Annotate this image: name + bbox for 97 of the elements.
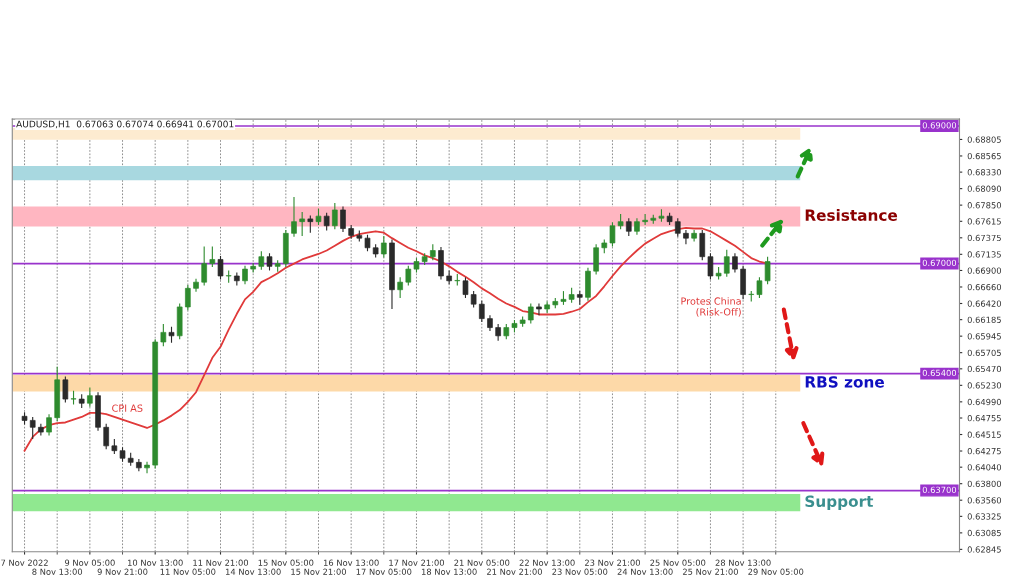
candlestick [405, 265, 412, 287]
candlestick [674, 217, 681, 238]
x-tick-label: 8 Nov 13:00 [32, 568, 83, 575]
y-tick-label: 0.67375 [967, 234, 1001, 242]
candlestick [332, 202, 338, 230]
candlestick [258, 250, 265, 271]
x-tick-label: 28 Nov 13:00 [715, 559, 771, 566]
x-tick-label: 23 Nov 05:00 [552, 568, 608, 575]
candlestick [536, 302, 542, 316]
x-tick-label: 14 Nov 13:00 [225, 568, 281, 575]
candlestick [479, 300, 485, 323]
candlestick [707, 252, 714, 280]
chart-title: AUDUSD,H1 0.67063 0.67074 0.66941 0.67001 [16, 120, 234, 129]
candlestick [528, 302, 534, 324]
candlestick [683, 229, 689, 245]
y-tick-label: 0.63800 [967, 480, 1002, 487]
ref-line-label: 0.65400 [922, 369, 957, 377]
candlestick [209, 245, 216, 268]
x-tick-label: 15 Nov 21:00 [291, 568, 347, 575]
y-tick-label: 0.63085 [967, 529, 1001, 537]
y-tick-label: 0.64275 [967, 448, 1001, 455]
candlestick [87, 386, 93, 408]
candlestick [699, 229, 706, 261]
x-tick-label: 21 Nov 21:00 [486, 568, 542, 575]
candlestick [201, 245, 207, 287]
candlestick [299, 211, 305, 237]
x-tick-label: 9 Nov 05:00 [64, 559, 115, 566]
candlestick [242, 265, 248, 285]
y-tick-label: 0.65230 [967, 382, 1002, 389]
y-tick-label: 0.65705 [967, 349, 1001, 356]
candlestick [29, 416, 36, 440]
candlestick [185, 284, 191, 311]
candlestick [723, 249, 730, 278]
candlestick [291, 196, 297, 238]
x-tick-label: 17 Nov 21:00 [389, 559, 445, 566]
y-tick-label: 0.68805 [967, 136, 1001, 143]
x-tick-label: 25 Nov 21:00 [682, 568, 738, 575]
y-tick-label: 0.65945 [967, 333, 1001, 340]
candlestick [642, 213, 648, 226]
x-tick-label: 17 Nov 05:00 [356, 568, 412, 575]
candlestick [217, 255, 224, 280]
candlestick [691, 229, 697, 243]
band-label: Resistance [805, 209, 898, 221]
ref-line-label: 0.67000 [922, 259, 957, 267]
annotation: Protes China (Risk-Off) [681, 297, 741, 317]
candlestick [544, 300, 550, 314]
candlestick [38, 423, 44, 437]
candlestick [144, 461, 150, 474]
x-tick-label: 23 Nov 21:00 [584, 559, 640, 566]
y-tick-label: 0.66185 [967, 316, 1001, 323]
y-tick-label: 0.64755 [967, 414, 1001, 422]
candlestick [397, 276, 403, 299]
y-tick-label: 0.68330 [967, 169, 1002, 176]
band-label: RBS zone [805, 376, 884, 388]
y-tick-label: 0.62845 [967, 546, 1001, 553]
candlestick [732, 252, 738, 274]
x-tick-label: 15 Nov 05:00 [258, 559, 314, 566]
y-tick-label: 0.64515 [967, 431, 1001, 438]
candlestick [103, 423, 109, 450]
x-tick-label: 11 Nov 21:00 [193, 559, 249, 566]
x-tick-label: 10 Nov 13:00 [128, 559, 183, 566]
ref-line-label: 0.69000 [922, 122, 957, 129]
x-tick-label: 11 Nov 05:00 [160, 568, 216, 575]
candlestick [62, 375, 69, 404]
ref-line-label: 0.63700 [922, 486, 957, 493]
x-tick-label: 25 Nov 05:00 [650, 559, 706, 566]
y-tick-label: 0.68565 [967, 152, 1001, 160]
x-tick-label: 24 Nov 13:00 [617, 568, 673, 575]
candlestick [340, 205, 346, 233]
y-tick-label: 0.67135 [967, 251, 1001, 258]
y-tick-label: 0.66900 [967, 267, 1002, 274]
y-tick-label: 0.68090 [967, 185, 1002, 192]
y-tick-label: 0.67615 [967, 218, 1001, 225]
candlestick [46, 413, 52, 437]
y-tick-label: 0.67850 [967, 202, 1002, 209]
candlestick [446, 269, 452, 285]
candlestick [381, 235, 387, 258]
x-tick-label: 9 Nov 21:00 [97, 568, 148, 575]
y-tick-label: 0.63325 [967, 513, 1001, 520]
y-tick-label: 0.64040 [967, 464, 1002, 471]
x-tick-label: 18 Nov 13:00 [421, 568, 477, 575]
annotation: CPI AS [112, 404, 143, 412]
candlestick [160, 323, 167, 347]
candlestick [593, 243, 599, 276]
y-tick-label: 0.66660 [967, 283, 1002, 291]
x-tick-label: 7 Nov 2022 [1, 559, 48, 566]
x-tick-label: 16 Nov 13:00 [323, 559, 379, 566]
band-label: Support [805, 495, 874, 510]
y-tick-label: 0.63560 [967, 497, 1002, 504]
candlestick [609, 221, 616, 247]
x-tick-label: 21 Nov 05:00 [454, 559, 510, 566]
y-tick-label: 0.64990 [967, 398, 1002, 406]
y-tick-label: 0.66420 [967, 300, 1002, 307]
candlestick [462, 276, 469, 299]
y-tick-label: 0.65470 [967, 365, 1002, 373]
x-tick-label: 22 Nov 13:00 [519, 559, 575, 566]
x-tick-label: 29 Nov 05:00 [748, 568, 804, 575]
